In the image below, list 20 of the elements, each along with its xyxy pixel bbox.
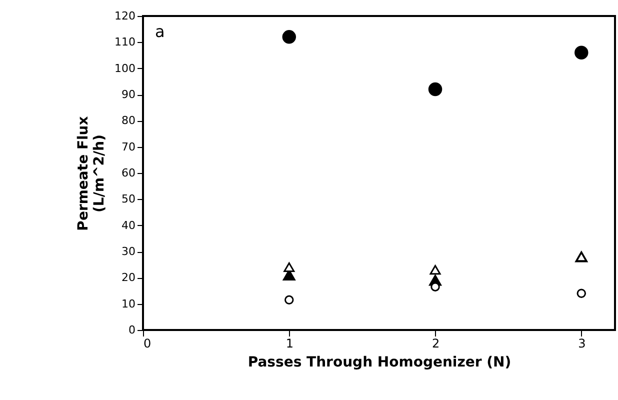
y-tick-label: 30 bbox=[122, 245, 136, 258]
x-axis-title: Passes Through Homogenizer (N) bbox=[248, 354, 512, 370]
y-tick-label: 40 bbox=[122, 218, 136, 232]
x-tick-label: 1 bbox=[286, 336, 294, 350]
x-tick-label: 0 bbox=[144, 336, 152, 350]
y-tick-label: 110 bbox=[114, 36, 136, 49]
y-tick-label: 10 bbox=[122, 297, 136, 310]
y-tick-label: 60 bbox=[122, 166, 136, 180]
y-tick-label: 50 bbox=[122, 192, 136, 206]
y-tick-label: 90 bbox=[122, 88, 136, 101]
x-tick-label: 3 bbox=[578, 336, 586, 350]
y-axis-title: Permeate Flux (L/m^2/h) bbox=[76, 116, 108, 231]
y-tick-label: 80 bbox=[122, 114, 136, 128]
y-tick-label: 100 bbox=[114, 62, 136, 75]
y-tick-label: 20 bbox=[122, 271, 136, 284]
y-tick-label: 120 bbox=[114, 10, 136, 22]
x-tick-label: 2 bbox=[432, 336, 440, 350]
y-tick-label: 70 bbox=[122, 140, 136, 154]
annotation: a bbox=[155, 22, 165, 41]
y-tick-label: 0 bbox=[128, 324, 136, 336]
